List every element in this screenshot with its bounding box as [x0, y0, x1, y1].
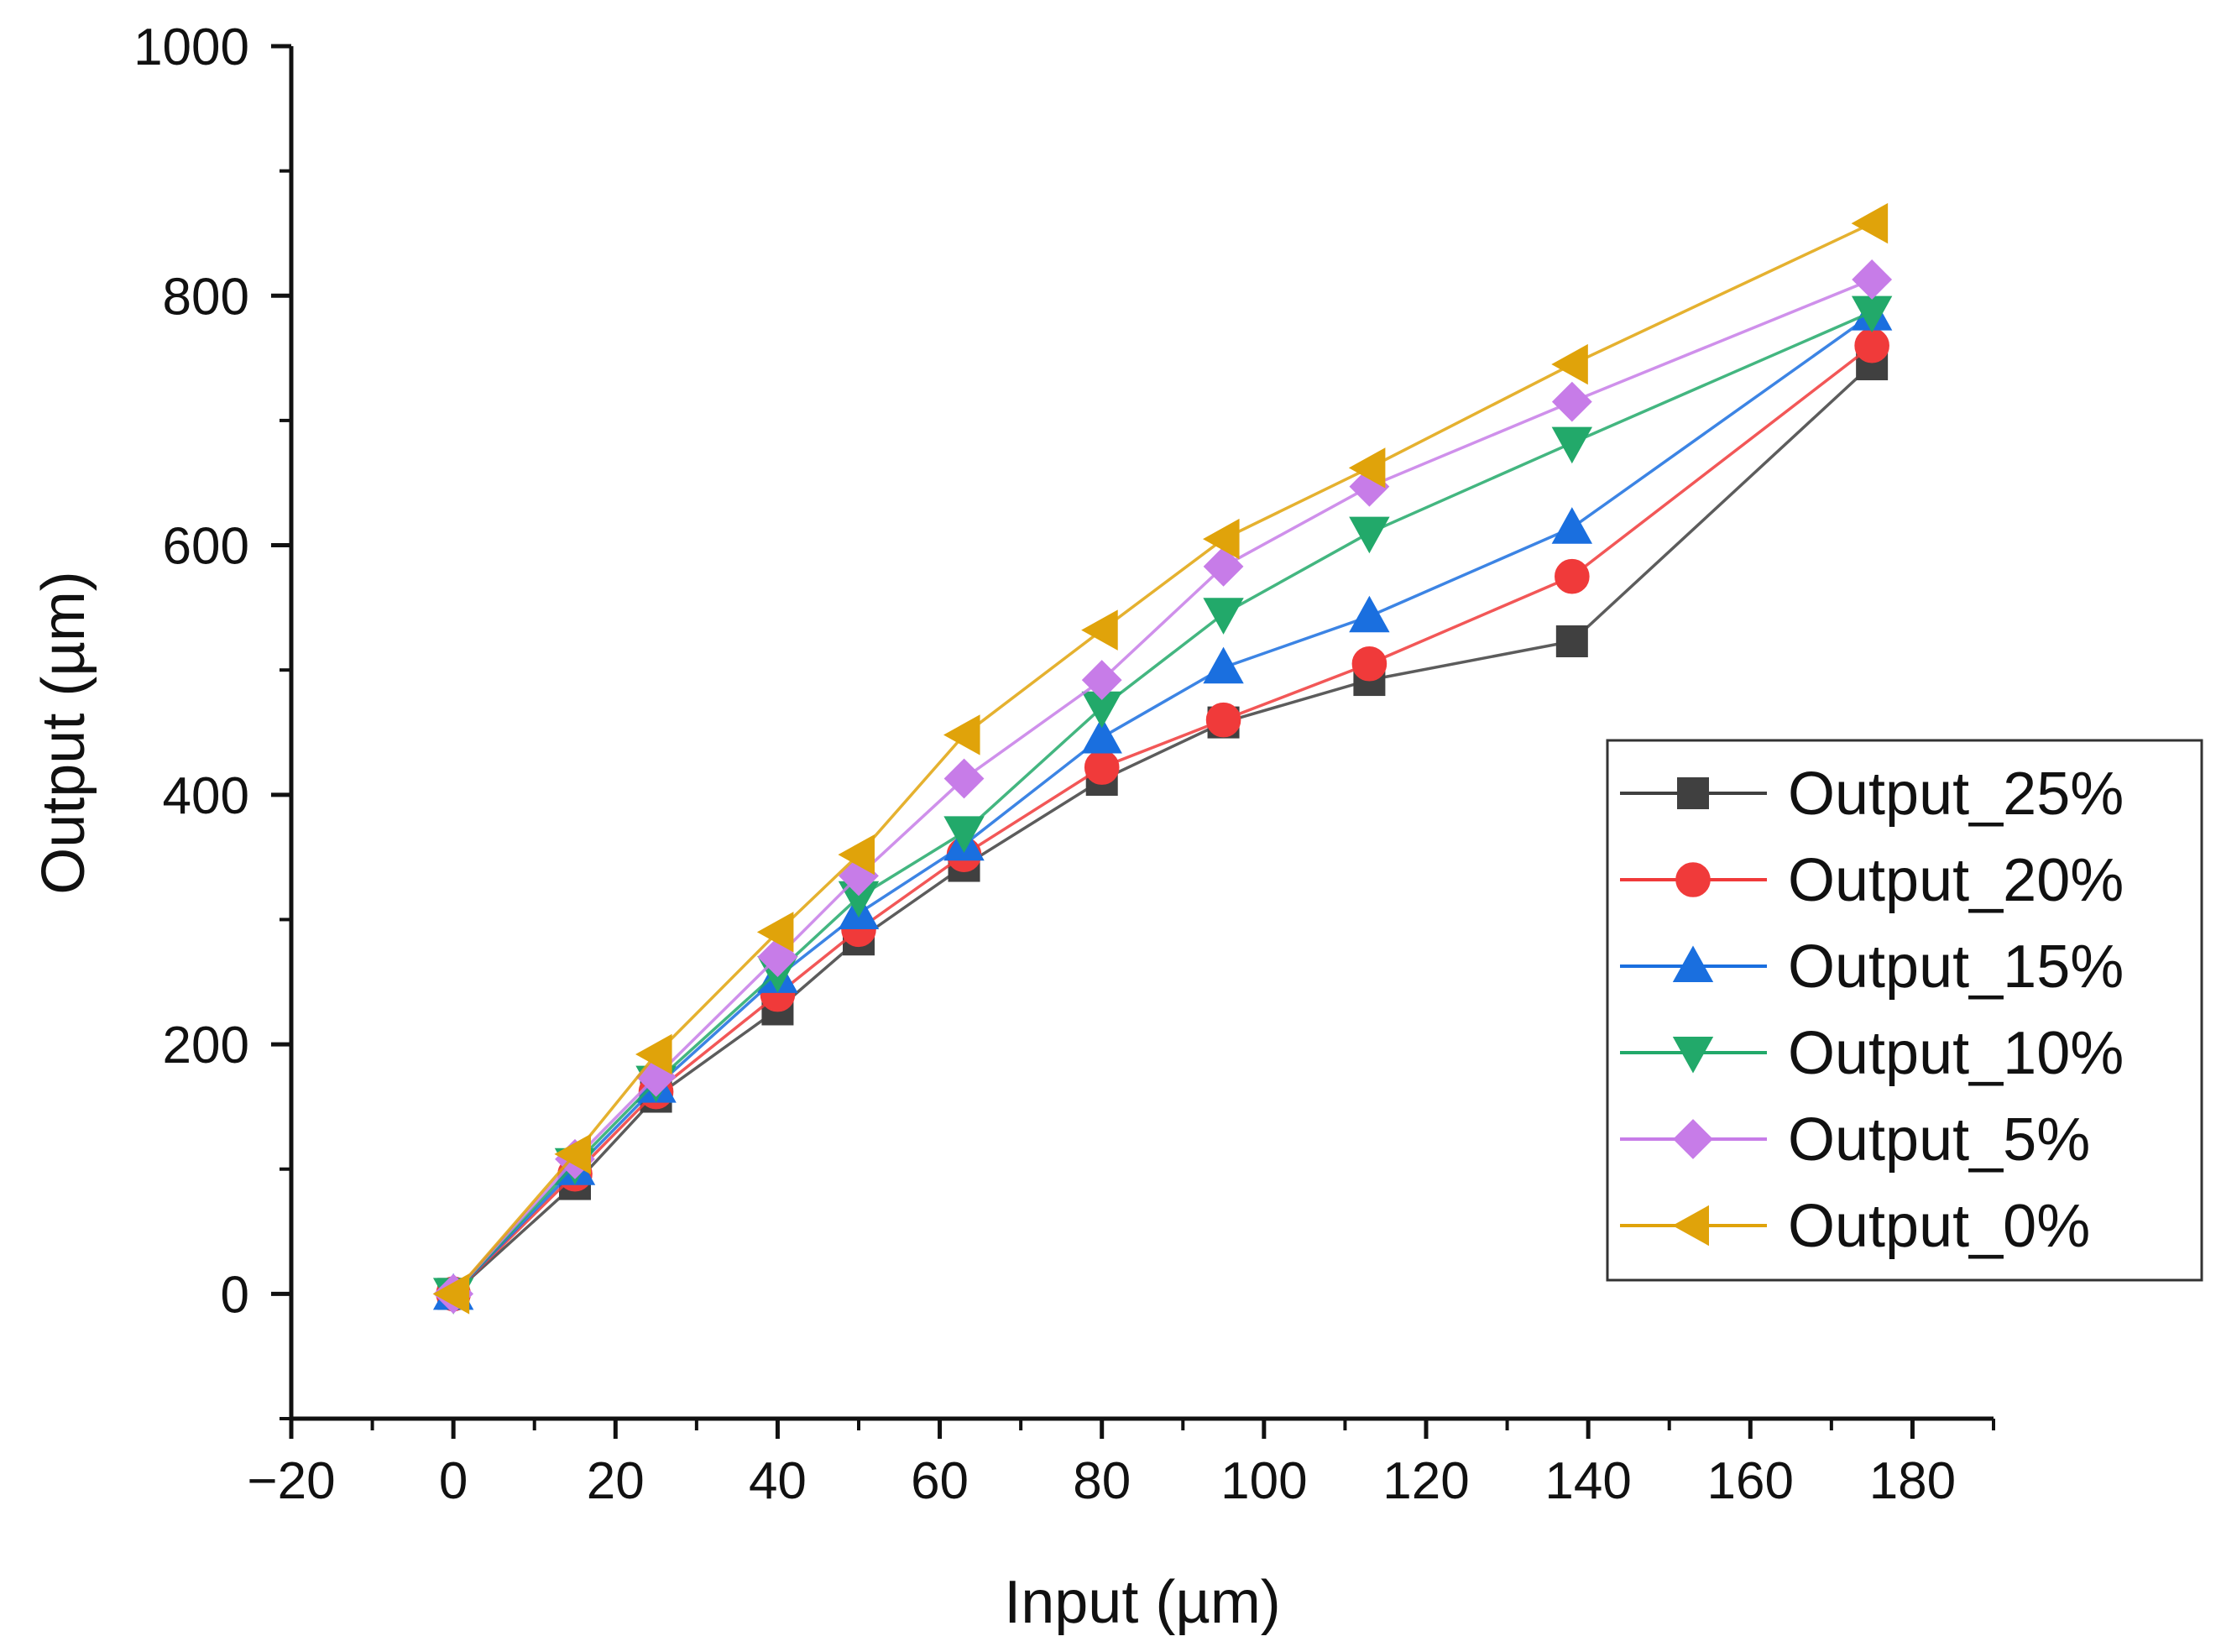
x-axis-title: Input (µm): [1004, 1569, 1281, 1636]
data-point: [1349, 516, 1390, 554]
data-point: [1851, 202, 1889, 244]
data-point: [1203, 546, 1244, 587]
data-point: [943, 816, 985, 853]
data-point: [1203, 646, 1244, 684]
data-point: [1081, 609, 1118, 651]
x-tick-label: 120: [1382, 1452, 1469, 1510]
x-tick-label: 0: [439, 1452, 468, 1510]
x-tick-label: 40: [749, 1452, 807, 1510]
data-point: [1854, 327, 1889, 363]
legend-label: Output_15%: [1788, 933, 2124, 1001]
legend-item: Output_25%: [1620, 761, 2124, 828]
data-point: [1203, 518, 1240, 560]
legend-label: Output_10%: [1788, 1020, 2124, 1087]
data-point: [1084, 750, 1120, 785]
data-point: [943, 714, 980, 755]
x-tick-label: 100: [1220, 1452, 1307, 1510]
data-point: [1351, 646, 1387, 682]
data-point: [756, 912, 794, 953]
x-tick-label: 160: [1707, 1452, 1794, 1510]
legend-marker: [1672, 945, 1714, 982]
legend-marker: [1673, 1119, 1713, 1159]
legend-item: Output_10%: [1620, 1020, 2124, 1087]
data-point: [1551, 381, 1592, 422]
series-layer: [432, 202, 1893, 1315]
data-point: [1349, 595, 1390, 633]
data-point: [554, 1133, 591, 1175]
data-point: [1551, 343, 1588, 385]
legend-marker: [1675, 862, 1711, 897]
data-point: [1551, 426, 1593, 464]
data-point: [1348, 447, 1386, 489]
x-tick-label: 180: [1869, 1452, 1956, 1510]
y-tick-label: 1000: [133, 18, 249, 76]
x-ticks: −20 0 20 40 60 80 100 120 140 160 180: [247, 1419, 1995, 1510]
legend-box: [1606, 739, 2203, 1282]
data-point: [1555, 558, 1590, 594]
y-tick-label: 400: [163, 767, 249, 825]
legend-marker: [1677, 777, 1709, 809]
legend-item: Output_20%: [1620, 847, 2124, 914]
legend-marker: [1672, 1205, 1709, 1247]
data-point: [838, 834, 875, 876]
data-point: [1203, 598, 1244, 635]
legend-item: Output_15%: [1620, 933, 2124, 1001]
y-ticks: 0 200 400 600 800 1000: [133, 18, 291, 1420]
y-tick-label: 200: [163, 1017, 249, 1074]
series-Output_0%: [432, 202, 1889, 1315]
legend-item: Output_5%: [1620, 1106, 2090, 1174]
x-tick-label: 80: [1073, 1452, 1131, 1510]
legend: Output_25% Output_20% Output_15% Output_10%…: [1606, 739, 2203, 1282]
legend-label: Output_25%: [1788, 761, 2124, 828]
data-point: [1081, 660, 1122, 700]
data-point: [1551, 507, 1593, 544]
legend-label: Output_20%: [1788, 847, 2124, 914]
data-point: [635, 1033, 672, 1075]
data-point: [432, 1273, 470, 1315]
data-point: [1852, 259, 1893, 300]
y-tick-label: 600: [163, 518, 249, 576]
legend-label: Output_0%: [1788, 1193, 2090, 1260]
x-tick-label: 20: [587, 1452, 645, 1510]
y-tick-label: 800: [163, 268, 249, 326]
legend-item: Output_0%: [1620, 1193, 2090, 1260]
data-point: [1555, 625, 1588, 657]
y-tick-label: 0: [221, 1266, 249, 1324]
y-axis-title: Output (µm): [30, 571, 97, 895]
axes-layer: −20 0 20 40 60 80 100 120 140 160 180 0 200 400 600 80…: [30, 18, 1995, 1636]
legend-marker: [1672, 1037, 1714, 1074]
data-point: [943, 758, 985, 799]
x-tick-label: 60: [911, 1452, 969, 1510]
x-tick-label: −20: [247, 1452, 335, 1510]
legend-label: Output_5%: [1788, 1106, 2090, 1174]
x-tick-label: 140: [1544, 1452, 1631, 1510]
data-point: [1081, 716, 1122, 754]
data-point: [1205, 702, 1241, 738]
